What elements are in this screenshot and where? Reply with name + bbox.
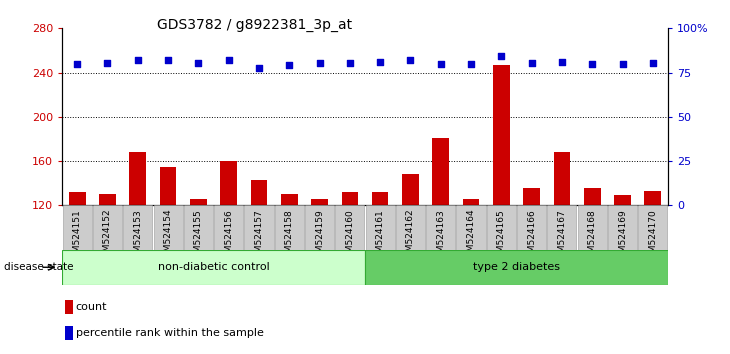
Text: GSM524168: GSM524168 [588,209,596,264]
Text: count: count [76,302,107,313]
Text: GSM524170: GSM524170 [648,209,657,264]
Text: GSM524160: GSM524160 [345,209,354,264]
Bar [160,167,177,205]
Text: GSM524169: GSM524169 [618,209,627,264]
Point [647,60,658,65]
Text: GSM524152: GSM524152 [103,209,112,263]
Bar [523,188,540,205]
FancyBboxPatch shape [214,205,243,250]
FancyBboxPatch shape [548,205,577,250]
Text: GDS3782 / g8922381_3p_at: GDS3782 / g8922381_3p_at [157,18,352,32]
FancyBboxPatch shape [517,205,546,250]
Point [617,61,629,67]
Point [162,58,174,63]
Text: GSM524159: GSM524159 [315,209,324,264]
Bar [281,194,298,205]
Bar [584,188,601,205]
Text: GSM524156: GSM524156 [224,209,233,264]
Text: GSM524158: GSM524158 [285,209,293,264]
Point [526,60,537,65]
Text: GSM524163: GSM524163 [437,209,445,264]
Text: GSM524166: GSM524166 [527,209,536,264]
FancyBboxPatch shape [274,205,304,250]
FancyBboxPatch shape [63,205,92,250]
Bar [553,152,570,205]
Bar [250,180,267,205]
Point [374,59,386,64]
Text: percentile rank within the sample: percentile rank within the sample [76,328,264,338]
Text: GSM524162: GSM524162 [406,209,415,263]
Text: GSM524165: GSM524165 [497,209,506,264]
Text: GSM524154: GSM524154 [164,209,172,263]
FancyBboxPatch shape [153,205,182,250]
Bar [493,65,510,205]
Point [586,61,598,67]
FancyBboxPatch shape [62,250,365,285]
Bar [372,192,388,205]
FancyBboxPatch shape [487,205,516,250]
Point [101,60,113,65]
FancyBboxPatch shape [123,205,153,250]
FancyBboxPatch shape [638,205,667,250]
FancyBboxPatch shape [93,205,122,250]
FancyBboxPatch shape [608,205,637,250]
Text: GSM524167: GSM524167 [558,209,566,264]
Text: GSM524153: GSM524153 [134,209,142,264]
Text: non-diabetic control: non-diabetic control [158,262,269,272]
Point [72,61,83,67]
Point [193,60,204,65]
Text: GSM524155: GSM524155 [194,209,203,264]
FancyBboxPatch shape [184,205,213,250]
Text: GSM524164: GSM524164 [466,209,475,263]
Text: GSM524157: GSM524157 [255,209,264,264]
Point [496,53,507,59]
FancyBboxPatch shape [245,205,274,250]
Bar [432,138,449,205]
FancyBboxPatch shape [396,205,425,250]
FancyBboxPatch shape [426,205,456,250]
Bar [69,192,85,205]
Bar [402,174,419,205]
Bar [614,195,631,205]
Bar [645,191,661,205]
Point [435,61,447,67]
Bar [129,152,146,205]
Point [465,61,477,67]
Bar [311,199,328,205]
FancyBboxPatch shape [366,205,395,250]
FancyBboxPatch shape [305,205,334,250]
Text: type 2 diabetes: type 2 diabetes [473,262,560,272]
FancyBboxPatch shape [335,205,364,250]
FancyBboxPatch shape [365,250,668,285]
Bar [190,199,207,205]
Bar [65,301,73,314]
Point [314,60,326,65]
Point [223,58,234,63]
FancyBboxPatch shape [456,205,485,250]
Point [283,62,295,68]
Point [404,58,416,63]
Bar [342,192,358,205]
Bar [463,199,480,205]
Point [344,60,356,65]
Bar [99,194,116,205]
Text: GSM524151: GSM524151 [73,209,82,264]
Text: disease state: disease state [4,262,73,272]
Text: GSM524161: GSM524161 [376,209,385,264]
Bar [65,326,73,340]
Bar [220,161,237,205]
Point [556,59,568,64]
Point [253,65,265,71]
FancyBboxPatch shape [577,205,607,250]
Point [132,58,144,63]
